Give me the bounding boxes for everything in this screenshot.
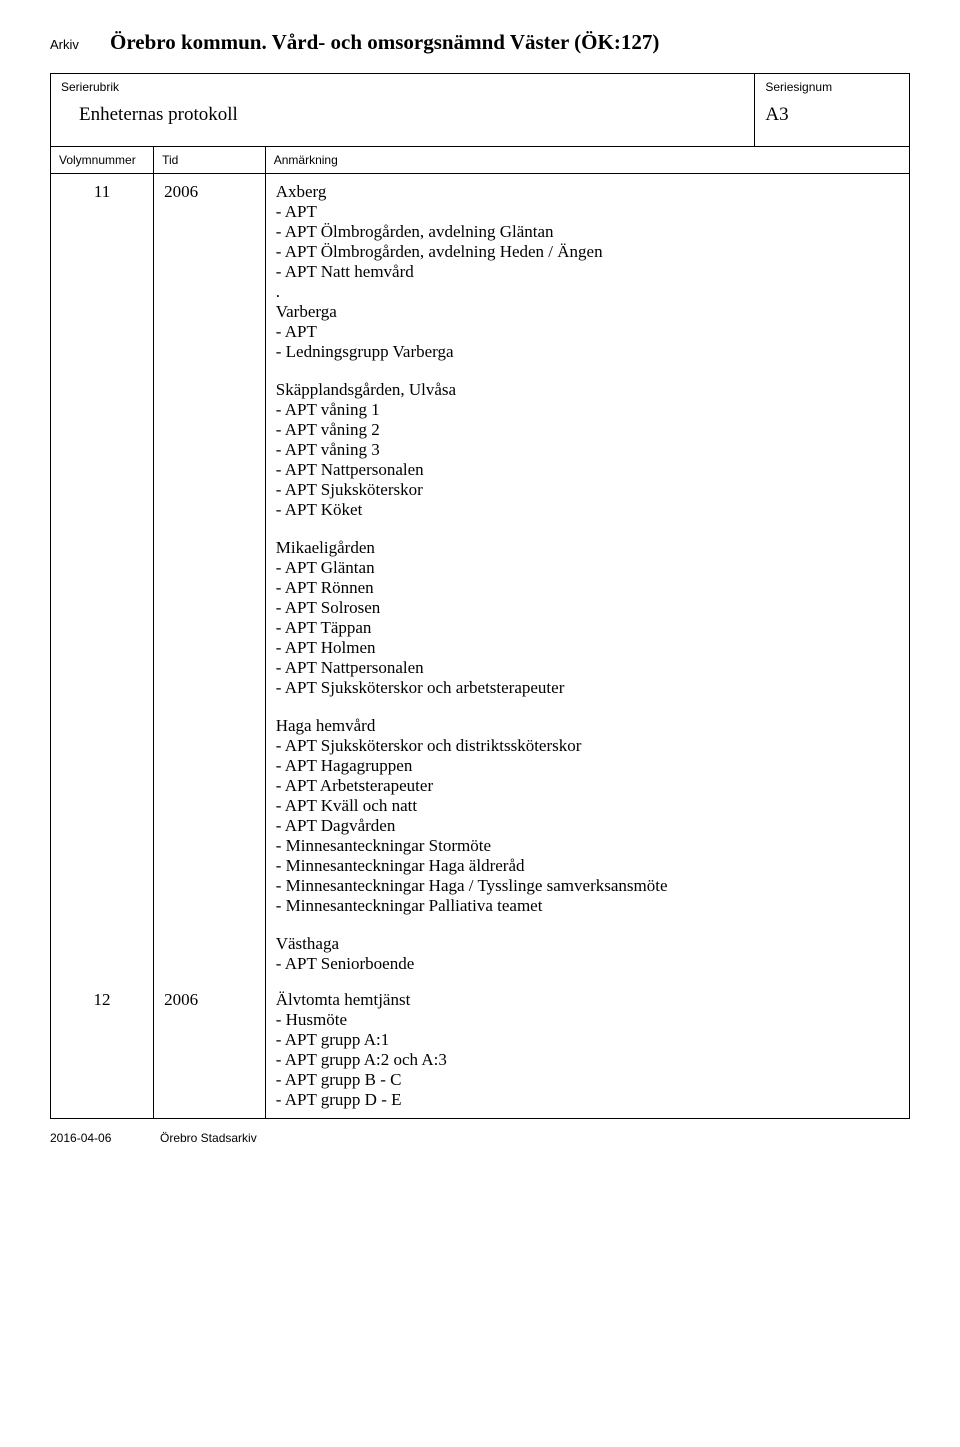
arkiv-title: Örebro kommun. Vård- och omsorgsnämnd Vä… — [110, 30, 659, 55]
anm-line: - APT Kväll och natt — [276, 796, 899, 816]
anm-line: - APT Solrosen — [276, 598, 899, 618]
anm-line: - Minnesanteckningar Haga äldreråd — [276, 856, 899, 876]
anm-line: - Minnesanteckningar Palliativa teamet — [276, 896, 899, 916]
col-anm: Anmärkning — [265, 147, 909, 174]
anm-dot: . — [276, 282, 899, 302]
col-volym: Volymnummer — [51, 147, 154, 174]
page-footer: 2016-04-06 Örebro Stadsarkiv — [50, 1131, 910, 1145]
anm-line: - APT Natt hemvård — [276, 262, 899, 282]
anm-line: - APT Arbetsterapeuter — [276, 776, 899, 796]
anm-line: - APT — [276, 202, 899, 222]
section-group: Axberg- APT- APT Ölmbrogården, avdelning… — [276, 182, 899, 302]
footer-org: Örebro Stadsarkiv — [160, 1131, 257, 1145]
anm-line: - APT Sjuksköterskor och distriktssköter… — [276, 736, 899, 756]
serierubrik-value: Enheternas protokoll — [61, 104, 744, 126]
arkiv-label: Arkiv — [50, 37, 110, 52]
anm-line: - APT Sjuksköterskor och arbetsterapeute… — [276, 678, 899, 698]
serierubrik-label: Serierubrik — [61, 80, 744, 94]
anm-line: - APT Ölmbrogården, avdelning Heden / Än… — [276, 242, 899, 262]
page: Arkiv Örebro kommun. Vård- och omsorgsnä… — [0, 0, 960, 1185]
anm-line: - APT våning 1 — [276, 400, 899, 420]
anm-line: Varberga — [276, 302, 899, 322]
anm-line: - Minnesanteckningar Stormöte — [276, 836, 899, 856]
anm-line: - APT Holmen — [276, 638, 899, 658]
section-group: Älvtomta hemtjänst- Husmöte- APT grupp A… — [276, 990, 899, 1110]
section-group: Mikaeligården- APT Gläntan- APT Rönnen- … — [276, 538, 899, 698]
section-group: Varberga- APT- Ledningsgrupp Varberga — [276, 302, 899, 362]
anm-line: - APT Seniorboende — [276, 954, 899, 974]
anm-line: - APT Täppan — [276, 618, 899, 638]
col-tid: Tid — [154, 147, 266, 174]
section-group: Västhaga- APT Seniorboende — [276, 934, 899, 974]
anm-line: - APT våning 3 — [276, 440, 899, 460]
anm-line: - APT Gläntan — [276, 558, 899, 578]
footer-date: 2016-04-06 — [50, 1131, 160, 1145]
serierubrik-cell: Serierubrik Enheternas protokoll — [51, 74, 755, 147]
anm-line: - Husmöte — [276, 1010, 899, 1030]
cell-volym: 11 — [51, 174, 154, 983]
anm-line: - APT — [276, 322, 899, 342]
anm-line: - Ledningsgrupp Varberga — [276, 342, 899, 362]
meta-table: Serierubrik Enheternas protokoll Seriesi… — [50, 73, 910, 147]
anm-line: - APT Köket — [276, 500, 899, 520]
seriesignum-value: A3 — [765, 104, 899, 126]
anm-line: Västhaga — [276, 934, 899, 954]
anm-line: - APT Nattpersonalen — [276, 658, 899, 678]
anm-line: - APT Ölmbrogården, avdelning Gläntan — [276, 222, 899, 242]
table-row: 112006Axberg- APT- APT Ölmbrogården, avd… — [51, 174, 910, 983]
anm-line: - APT våning 2 — [276, 420, 899, 440]
cell-anm: Älvtomta hemtjänst- Husmöte- APT grupp A… — [265, 982, 909, 1119]
anm-line: Älvtomta hemtjänst — [276, 990, 899, 1010]
section-group: Skäpplandsgården, Ulvåsa- APT våning 1- … — [276, 380, 899, 520]
archive-header: Arkiv Örebro kommun. Vård- och omsorgsnä… — [50, 30, 910, 55]
anm-line: - APT Hagagruppen — [276, 756, 899, 776]
section-group: Haga hemvård- APT Sjuksköterskor och dis… — [276, 716, 899, 916]
table-row: 122006Älvtomta hemtjänst- Husmöte- APT g… — [51, 982, 910, 1119]
cell-anm: Axberg- APT- APT Ölmbrogården, avdelning… — [265, 174, 909, 983]
anm-line: - APT grupp A:1 — [276, 1030, 899, 1050]
anm-line: - APT Rönnen — [276, 578, 899, 598]
cell-tid: 2006 — [154, 982, 266, 1119]
anm-line: - APT grupp B - C — [276, 1070, 899, 1090]
anm-line: Mikaeligården — [276, 538, 899, 558]
cell-volym: 12 — [51, 982, 154, 1119]
table-header-row: Volymnummer Tid Anmärkning — [51, 147, 910, 174]
anm-line: - Minnesanteckningar Haga / Tysslinge sa… — [276, 876, 899, 896]
anm-line: Axberg — [276, 182, 899, 202]
anm-line: Skäpplandsgården, Ulvåsa — [276, 380, 899, 400]
anm-line: - APT grupp D - E — [276, 1090, 899, 1110]
anm-line: - APT Dagvården — [276, 816, 899, 836]
cell-tid: 2006 — [154, 174, 266, 983]
anm-line: - APT Nattpersonalen — [276, 460, 899, 480]
anm-line: - APT grupp A:2 och A:3 — [276, 1050, 899, 1070]
seriesignum-cell: Seriesignum A3 — [755, 74, 910, 147]
seriesignum-label: Seriesignum — [765, 80, 899, 94]
anm-line: - APT Sjuksköterskor — [276, 480, 899, 500]
main-table: Volymnummer Tid Anmärkning 112006Axberg-… — [50, 147, 910, 1119]
anm-line: Haga hemvård — [276, 716, 899, 736]
